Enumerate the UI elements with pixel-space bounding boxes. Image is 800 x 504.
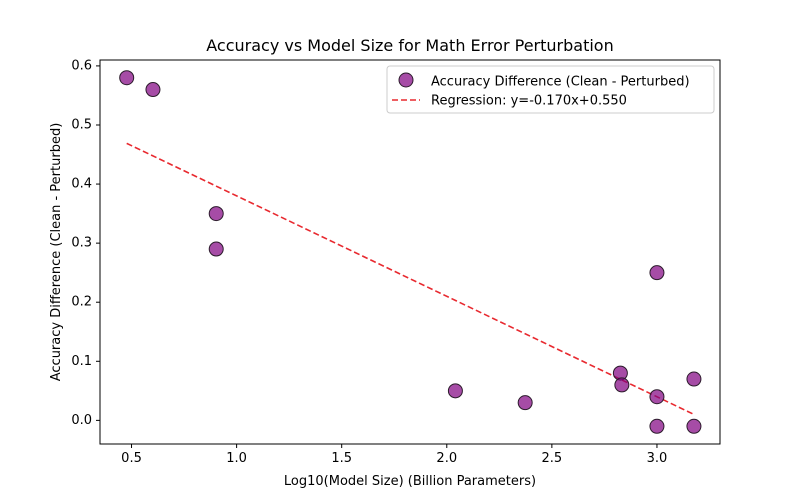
y-tick-label: 0.5: [71, 117, 92, 132]
y-tick-label: 0.1: [71, 354, 92, 369]
y-tick-label: 0.3: [71, 236, 92, 251]
x-tick-label: 2.5: [542, 451, 563, 466]
x-tick-label: 1.0: [226, 451, 247, 466]
y-tick-label: 0.6: [71, 58, 92, 73]
data-point: [649, 418, 665, 434]
data-point: [447, 383, 463, 399]
chart-title: Accuracy vs Model Size for Math Error Pe…: [206, 36, 613, 55]
y-tick-label: 0.0: [71, 413, 92, 428]
x-axis-ticks: 0.5 1.0 1.5 2.0 2.5 3.0: [121, 444, 667, 466]
y-tick-label: 0.2: [71, 295, 92, 310]
x-tick-label: 2.0: [436, 451, 457, 466]
data-point: [208, 241, 224, 257]
data-point: [614, 377, 630, 393]
data-point: [649, 265, 665, 281]
plot-area: 0.5 1.0 1.5 2.0 2.5 3.0 0.0 0.1 0.2 0.3 0.4 0.5 0.6: [71, 58, 721, 466]
x-axis-label: Log10(Model Size) (Billion Parameters): [284, 474, 536, 489]
regression-layer: [126, 142, 695, 416]
data-point: [686, 371, 702, 387]
data-point: [145, 82, 161, 98]
data-point: [517, 395, 533, 411]
y-axis-label: Accuracy Difference (Clean - Perturbed): [49, 123, 64, 382]
legend-label-scatter: Accuracy Difference (Clean - Perturbed): [431, 75, 690, 90]
legend: Accuracy Difference (Clean - Perturbed) …: [386, 65, 715, 114]
data-point: [208, 206, 224, 222]
data-point: [649, 389, 665, 405]
data-point: [686, 418, 702, 434]
data-point: [119, 70, 135, 86]
x-tick-label: 1.5: [331, 451, 352, 466]
regression-line: [126, 142, 695, 416]
y-tick-label: 0.4: [71, 177, 92, 192]
legend-box: [386, 65, 715, 114]
points-layer: [119, 70, 702, 434]
y-axis-ticks: 0.0 0.1 0.2 0.3 0.4 0.5 0.6: [71, 58, 100, 428]
x-tick-label: 3.0: [647, 451, 668, 466]
x-tick-label: 0.5: [121, 451, 142, 466]
legend-marker-scatter: [398, 72, 414, 88]
legend-label-regression: Regression: y=-0.170x+0.550: [431, 94, 627, 109]
